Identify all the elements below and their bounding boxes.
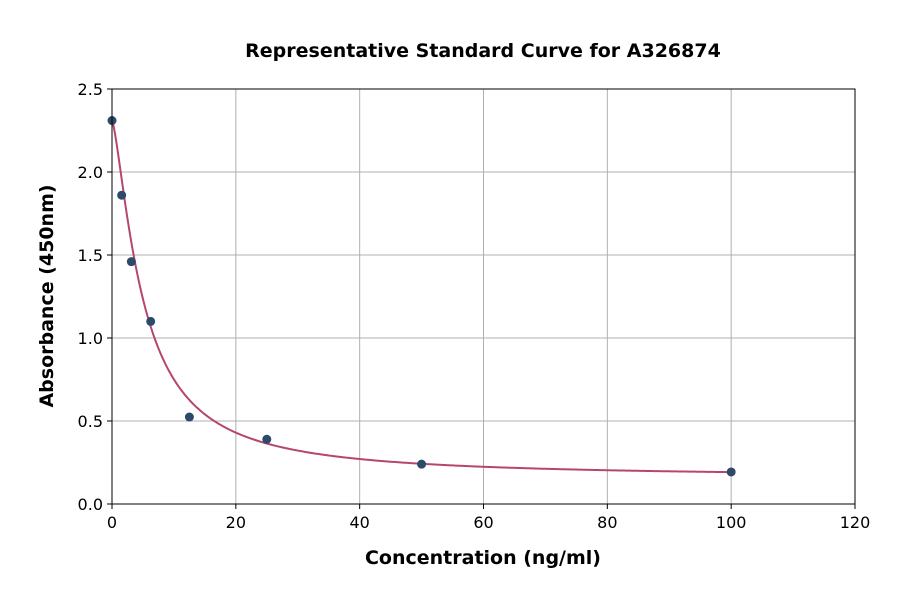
y-axis-label: Absorbance (450nm) xyxy=(36,184,58,407)
x-tick-label: 60 xyxy=(473,513,493,532)
data-points xyxy=(107,116,736,477)
x-tick-label: 20 xyxy=(226,513,246,532)
y-tick-label: 2.0 xyxy=(78,163,103,182)
x-axis-ticks: 0 20 40 60 80 100 120 xyxy=(107,504,870,532)
data-point xyxy=(726,467,736,477)
fit-curve xyxy=(111,120,732,474)
chart-title: Representative Standard Curve for A32687… xyxy=(245,40,721,62)
x-axis-label: Concentration (ng/ml) xyxy=(365,547,601,569)
x-tick-label: 80 xyxy=(597,513,617,532)
data-point xyxy=(146,316,156,326)
y-axis-ticks: 0.0 0.5 1.0 1.5 2.0 2.5 xyxy=(78,80,112,514)
x-tick-label: 100 xyxy=(716,513,747,532)
data-point xyxy=(184,412,194,422)
x-tick-label: 0 xyxy=(107,513,117,532)
grid xyxy=(111,88,856,505)
data-point xyxy=(417,459,427,469)
y-tick-label: 2.5 xyxy=(78,80,103,99)
y-tick-label: 0.0 xyxy=(78,495,103,514)
data-point xyxy=(262,434,272,444)
y-tick-label: 1.0 xyxy=(78,329,103,348)
y-tick-label: 0.5 xyxy=(78,412,103,431)
data-point xyxy=(117,190,127,200)
data-point xyxy=(126,257,136,267)
x-tick-label: 120 xyxy=(840,513,871,532)
y-tick-label: 1.5 xyxy=(78,246,103,265)
x-tick-label: 40 xyxy=(349,513,369,532)
